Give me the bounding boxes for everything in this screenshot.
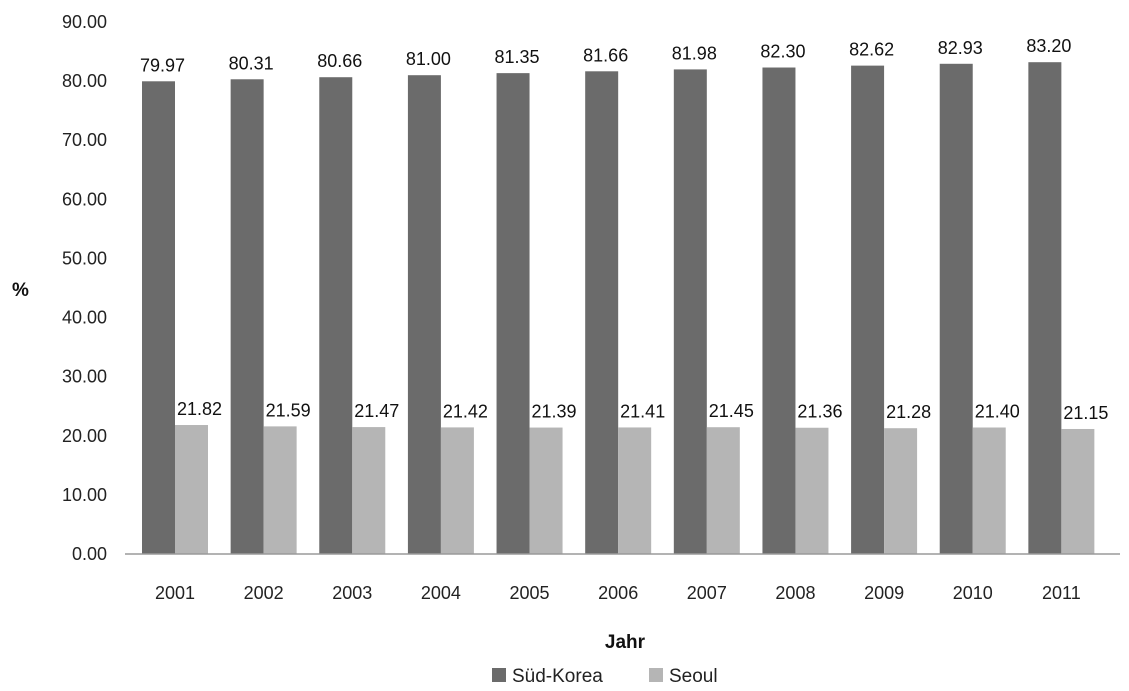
x-axis-ticks: 2001 2002 2003 2004 2005 2006 2007 2008 2009 2010… — [155, 583, 1081, 603]
data-label-sued-korea-2001: 79.97 — [140, 55, 185, 75]
data-label-seoul-2004: 21.42 — [443, 401, 488, 421]
bar-seoul-2003 — [352, 427, 386, 554]
y-tick-label: 90.00 — [62, 12, 107, 32]
bar-seoul-2008 — [795, 427, 829, 554]
bar-seoul-2011 — [1061, 428, 1095, 554]
bar-sued-korea-2004 — [407, 75, 441, 554]
data-label-sued-korea-2002: 80.31 — [229, 53, 274, 73]
bar-sued-korea-2002 — [230, 79, 264, 555]
bar-sued-korea-2007 — [673, 69, 707, 555]
bar-sued-korea-2001 — [142, 81, 175, 554]
x-tick-label: 2010 — [953, 583, 993, 603]
x-tick-label: 2001 — [155, 583, 195, 603]
x-tick-label: 2011 — [1042, 583, 1081, 603]
legend-label-seoul: Seoul — [669, 666, 718, 687]
data-label-seoul-2011: 21.15 — [1063, 403, 1108, 423]
data-label-sued-korea-2008: 82.30 — [760, 42, 805, 62]
data-label-sued-korea-2011: 83.20 — [1026, 36, 1071, 56]
bar-seoul-2002 — [263, 426, 297, 554]
bars-group — [142, 62, 1095, 555]
bar-seoul-2007 — [706, 427, 740, 554]
data-label-sued-korea-2004: 81.00 — [406, 49, 451, 69]
x-tick-label: 2003 — [332, 583, 372, 603]
x-tick-label: 2005 — [510, 583, 550, 603]
y-tick-label: 0.00 — [72, 544, 107, 564]
y-tick-label: 30.00 — [62, 367, 107, 387]
data-label-seoul-2001: 21.82 — [177, 399, 222, 419]
data-label-seoul-2010: 21.40 — [975, 402, 1020, 422]
data-labels-group: 79.97 21.82 80.31 21.59 80.66 21.47 81.00 21.42… — [140, 36, 1108, 423]
legend: Süd-Korea Seoul — [492, 666, 718, 687]
data-label-seoul-2005: 21.39 — [532, 402, 577, 422]
bar-sued-korea-2008 — [762, 67, 796, 554]
data-label-seoul-2002: 21.59 — [266, 400, 311, 420]
data-label-sued-korea-2007: 81.98 — [672, 43, 717, 63]
y-tick-label: 50.00 — [62, 248, 107, 268]
x-tick-label: 2007 — [687, 583, 727, 603]
bar-seoul-2005 — [529, 427, 563, 554]
x-tick-label: 2002 — [244, 583, 284, 603]
bar-seoul-2006 — [618, 427, 652, 554]
data-label-seoul-2009: 21.28 — [886, 402, 931, 422]
bar-sued-korea-2003 — [319, 77, 353, 554]
bar-seoul-2004 — [440, 427, 474, 554]
x-axis-title: Jahr — [605, 632, 646, 653]
bar-sued-korea-2009 — [851, 65, 885, 555]
x-tick-label: 2004 — [421, 583, 461, 603]
data-label-sued-korea-2006: 81.66 — [583, 45, 628, 65]
data-label-seoul-2006: 21.41 — [620, 401, 665, 421]
y-tick-label: 80.00 — [62, 71, 107, 91]
legend-label-sued-korea: Süd-Korea — [512, 666, 603, 687]
y-tick-label: 40.00 — [62, 308, 107, 328]
y-tick-label: 20.00 — [62, 426, 107, 446]
bar-seoul-2010 — [972, 427, 1006, 554]
legend-swatch-seoul — [649, 668, 663, 682]
bar-sued-korea-2005 — [496, 73, 530, 555]
data-label-seoul-2007: 21.45 — [709, 401, 754, 421]
bar-sued-korea-2006 — [585, 71, 619, 554]
legend-swatch-sued-korea — [492, 668, 506, 682]
x-tick-label: 2009 — [864, 583, 904, 603]
bar-sued-korea-2010 — [939, 63, 973, 554]
data-label-sued-korea-2003: 80.66 — [317, 51, 362, 71]
y-axis-ticks: 0.00 10.00 20.00 30.00 40.00 50.00 60.00 70.00 8… — [62, 12, 107, 564]
x-tick-label: 2008 — [775, 583, 815, 603]
y-tick-label: 10.00 — [62, 485, 107, 505]
bar-seoul-2009 — [884, 428, 918, 554]
data-label-sued-korea-2009: 82.62 — [849, 40, 894, 60]
bar-sued-korea-2011 — [1028, 62, 1062, 554]
data-label-seoul-2008: 21.36 — [797, 402, 842, 422]
data-label-sued-korea-2005: 81.35 — [495, 47, 540, 67]
data-label-seoul-2003: 21.47 — [354, 401, 399, 421]
x-tick-label: 2006 — [598, 583, 638, 603]
y-axis-title: % — [12, 280, 29, 301]
data-label-sued-korea-2010: 82.93 — [938, 38, 983, 58]
y-tick-label: 70.00 — [62, 130, 107, 150]
y-tick-label: 60.00 — [62, 189, 107, 209]
bar-seoul-2001 — [175, 425, 208, 554]
